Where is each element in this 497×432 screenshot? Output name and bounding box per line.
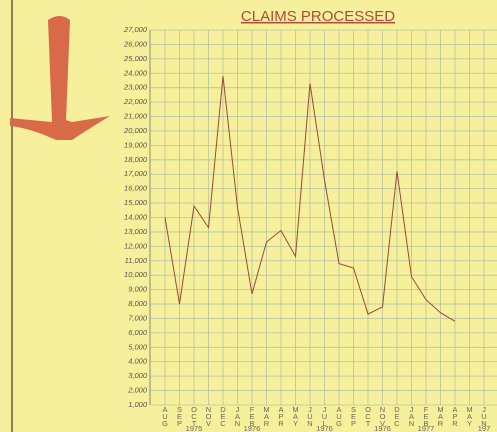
y-tick-label: 19,000 [124,140,148,149]
y-tick-label: 7,000 [128,313,148,322]
y-tick-label: 21,000 [123,112,148,121]
y-tick-label: 2,000 [127,386,148,395]
y-tick-label: 4,000 [128,357,148,366]
y-tick-label: 15,000 [124,198,148,207]
x-year-label: 197 [478,424,491,432]
background [0,0,497,432]
chart-title: CLAIMS PROCESSED [241,8,395,25]
y-tick-label: 12,000 [124,241,148,250]
y-tick-label: 17,000 [124,169,148,178]
x-year-label: 1976 [316,424,333,432]
y-tick-label: 6,000 [128,328,148,337]
y-tick-label: 3,000 [128,371,148,380]
y-tick-label: 18,000 [124,155,148,164]
y-tick-label: 27,000 [123,25,148,34]
y-tick-label: 8,000 [128,299,148,308]
y-tick-label: 24,000 [123,68,148,77]
x-year-label: 1976 [244,424,261,432]
x-year-label: 1975 [186,424,203,432]
y-tick-label: 22,000 [123,97,148,106]
y-tick-label: 16,000 [124,184,148,193]
y-tick-label: 25,000 [123,54,148,63]
y-tick-label: 13,000 [124,227,148,236]
x-year-label: 1977 [418,424,435,432]
y-tick-label: 26,000 [123,39,148,48]
y-tick-label: 5,000 [128,342,148,351]
y-tick-label: 23,000 [123,83,148,92]
y-tick-label: 1,000 [128,400,148,409]
y-tick-label: 11,000 [125,256,148,265]
y-tick-label: 14,000 [124,212,148,221]
y-tick-label: 10,000 [124,270,148,279]
y-tick-label: 20,000 [123,126,148,135]
chart: CLAIMS PROCESSED 1,000 2,000 3,000 4,000 5,0… [0,0,497,432]
y-tick-label: 9,000 [128,285,148,294]
x-year-label: 1976 [374,424,391,432]
